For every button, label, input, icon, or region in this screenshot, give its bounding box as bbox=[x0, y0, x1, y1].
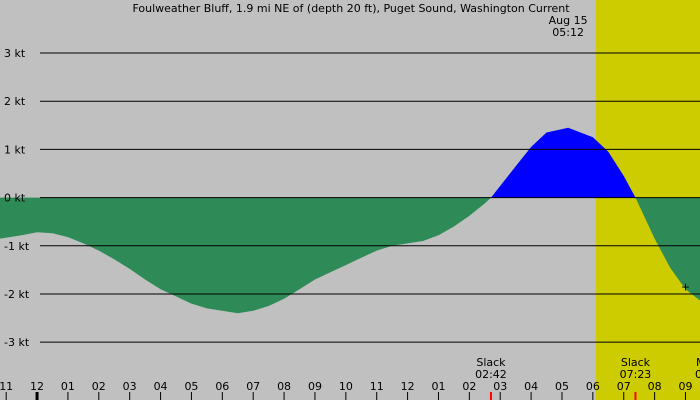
current-area-3 bbox=[635, 197, 700, 301]
event-time-label: 02:42 bbox=[475, 368, 507, 381]
x-tick-label: 03 bbox=[493, 380, 507, 393]
x-tick-label: 06 bbox=[586, 380, 600, 393]
y-tick-label: 1 kt bbox=[4, 143, 26, 156]
current-area-2 bbox=[491, 127, 636, 198]
slack-label: Slack bbox=[476, 356, 506, 369]
x-tick-label: 06 bbox=[215, 380, 229, 393]
x-tick-label: 05 bbox=[555, 380, 569, 393]
x-tick-label: 11 bbox=[370, 380, 384, 393]
moonrise-label: Mrise bbox=[696, 356, 700, 369]
x-tick-label: 04 bbox=[154, 380, 168, 393]
x-tick-label: 07 bbox=[246, 380, 260, 393]
x-tick-label: 03 bbox=[123, 380, 137, 393]
x-tick-label: 05 bbox=[184, 380, 198, 393]
current-area-1 bbox=[0, 197, 491, 314]
x-tick-label: 01 bbox=[431, 380, 445, 393]
x-tick-label: 02 bbox=[462, 380, 476, 393]
y-tick-label: 2 kt bbox=[4, 95, 26, 108]
y-tick-label: 0 kt bbox=[4, 192, 26, 205]
x-tick-label: 09 bbox=[678, 380, 692, 393]
slack-label: Slack bbox=[621, 356, 651, 369]
event-labels: Slack02:42Slack07:23Mrise09:49Slack13:57… bbox=[475, 356, 700, 400]
chart-title: Foulweather Bluff, 1.9 mi NE of (depth 2… bbox=[132, 2, 570, 15]
x-tick-label: 04 bbox=[524, 380, 538, 393]
grid-lines bbox=[40, 52, 700, 343]
x-tick-label: 08 bbox=[648, 380, 662, 393]
event-time-label: 07:23 bbox=[620, 368, 652, 381]
y-tick-label: 3 kt bbox=[4, 47, 26, 60]
x-tick-label: 02 bbox=[92, 380, 106, 393]
y-axis-labels: 3 kt 2 kt 1 kt 0 kt -1 kt -2 kt -3 kt bbox=[4, 47, 30, 349]
x-tick-label: 09 bbox=[308, 380, 322, 393]
current-position-marker: + bbox=[681, 281, 690, 294]
y-tick-label: -3 kt bbox=[4, 336, 30, 349]
peak-time-label: 05:12 bbox=[552, 26, 584, 39]
x-tick-label: 01 bbox=[61, 380, 75, 393]
x-tick-label: 12 bbox=[401, 380, 415, 393]
peak-date-label: Aug 15 bbox=[549, 14, 588, 27]
current-areas bbox=[0, 127, 700, 314]
x-tick-label: 07 bbox=[617, 380, 631, 393]
x-tick-label: 12 bbox=[30, 380, 44, 393]
x-axis-hour-labels: 11 12 01 02 03 04 05 06 07 08 09 10 11 12 01 02 03 04 05 06… bbox=[0, 380, 692, 400]
x-tick-label: 10 bbox=[339, 380, 353, 393]
x-tick-label: 11 bbox=[0, 380, 13, 393]
x-tick-label: 08 bbox=[277, 380, 291, 393]
event-time-label: 09:49 bbox=[695, 368, 700, 381]
y-tick-label: -2 kt bbox=[4, 288, 30, 301]
y-tick-label: -1 kt bbox=[4, 240, 30, 253]
